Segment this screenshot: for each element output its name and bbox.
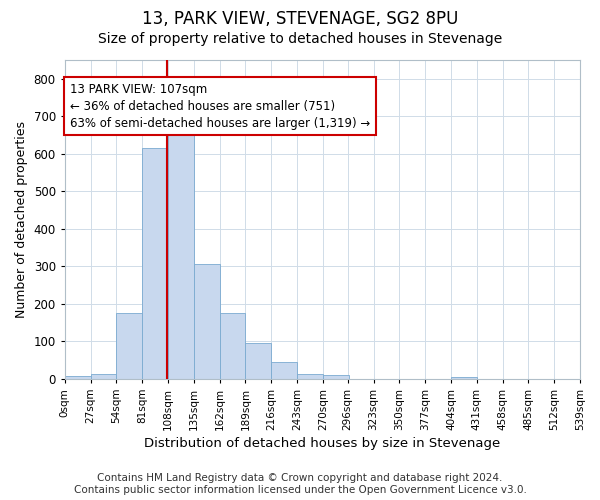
Bar	[194, 264, 220, 379]
Bar	[220, 313, 245, 379]
Bar	[451, 377, 477, 379]
Text: 13 PARK VIEW: 107sqm
← 36% of detached houses are smaller (751)
63% of semi-deta: 13 PARK VIEW: 107sqm ← 36% of detached h…	[70, 82, 370, 130]
Text: Size of property relative to detached houses in Stevenage: Size of property relative to detached ho…	[98, 32, 502, 46]
X-axis label: Distribution of detached houses by size in Stevenage: Distribution of detached houses by size …	[144, 437, 500, 450]
Bar	[116, 313, 142, 379]
Bar	[168, 133, 194, 379]
Bar	[142, 148, 168, 379]
Bar	[323, 375, 349, 379]
Y-axis label: Number of detached properties: Number of detached properties	[15, 121, 28, 318]
Bar	[271, 362, 297, 379]
Text: Contains HM Land Registry data © Crown copyright and database right 2024.
Contai: Contains HM Land Registry data © Crown c…	[74, 474, 526, 495]
Bar	[65, 376, 91, 379]
Bar	[91, 374, 116, 379]
Bar	[245, 342, 271, 379]
Text: 13, PARK VIEW, STEVENAGE, SG2 8PU: 13, PARK VIEW, STEVENAGE, SG2 8PU	[142, 10, 458, 28]
Bar	[297, 374, 323, 379]
